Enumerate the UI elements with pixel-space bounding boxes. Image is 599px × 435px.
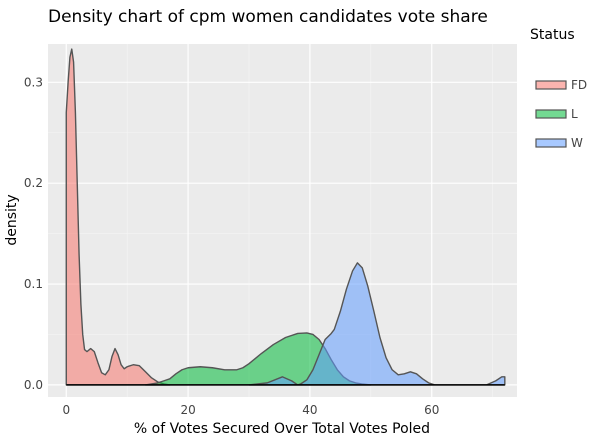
y-tick-label: 0.1	[24, 277, 43, 291]
x-axis-label: % of Votes Secured Over Total Votes Pole…	[134, 421, 430, 435]
y-axis-ticks: 0.0 0.1 0.2 0.3	[24, 75, 43, 392]
y-axis-label: density	[4, 194, 20, 245]
legend-label: L	[571, 107, 578, 121]
legend-swatch	[535, 109, 567, 119]
legend-item-w[interactable]: W	[535, 136, 583, 150]
legend-swatch	[535, 80, 567, 90]
x-tick-label: 0	[62, 403, 70, 417]
y-tick-label: 0.3	[24, 75, 43, 89]
legend: FD L W	[535, 78, 587, 150]
legend-title: Status	[530, 27, 575, 43]
x-axis-ticks: 0 20 40 60	[62, 403, 439, 417]
plot-background	[48, 44, 517, 397]
legend-label: W	[571, 136, 583, 150]
x-tick-label: 40	[302, 403, 317, 417]
legend-item-l[interactable]: L	[535, 107, 578, 121]
density-area-fd[interactable]	[65, 48, 171, 386]
x-tick-label: 60	[424, 403, 439, 417]
legend-swatch	[535, 138, 567, 148]
legend-item-fd[interactable]: FD	[535, 78, 587, 92]
y-tick-label: 0.0	[24, 378, 43, 392]
chart-title: Density chart of cpm women candidates vo…	[48, 7, 488, 27]
legend-label: FD	[571, 78, 587, 92]
x-tick-label: 20	[180, 403, 195, 417]
y-tick-label: 0.2	[24, 176, 43, 190]
